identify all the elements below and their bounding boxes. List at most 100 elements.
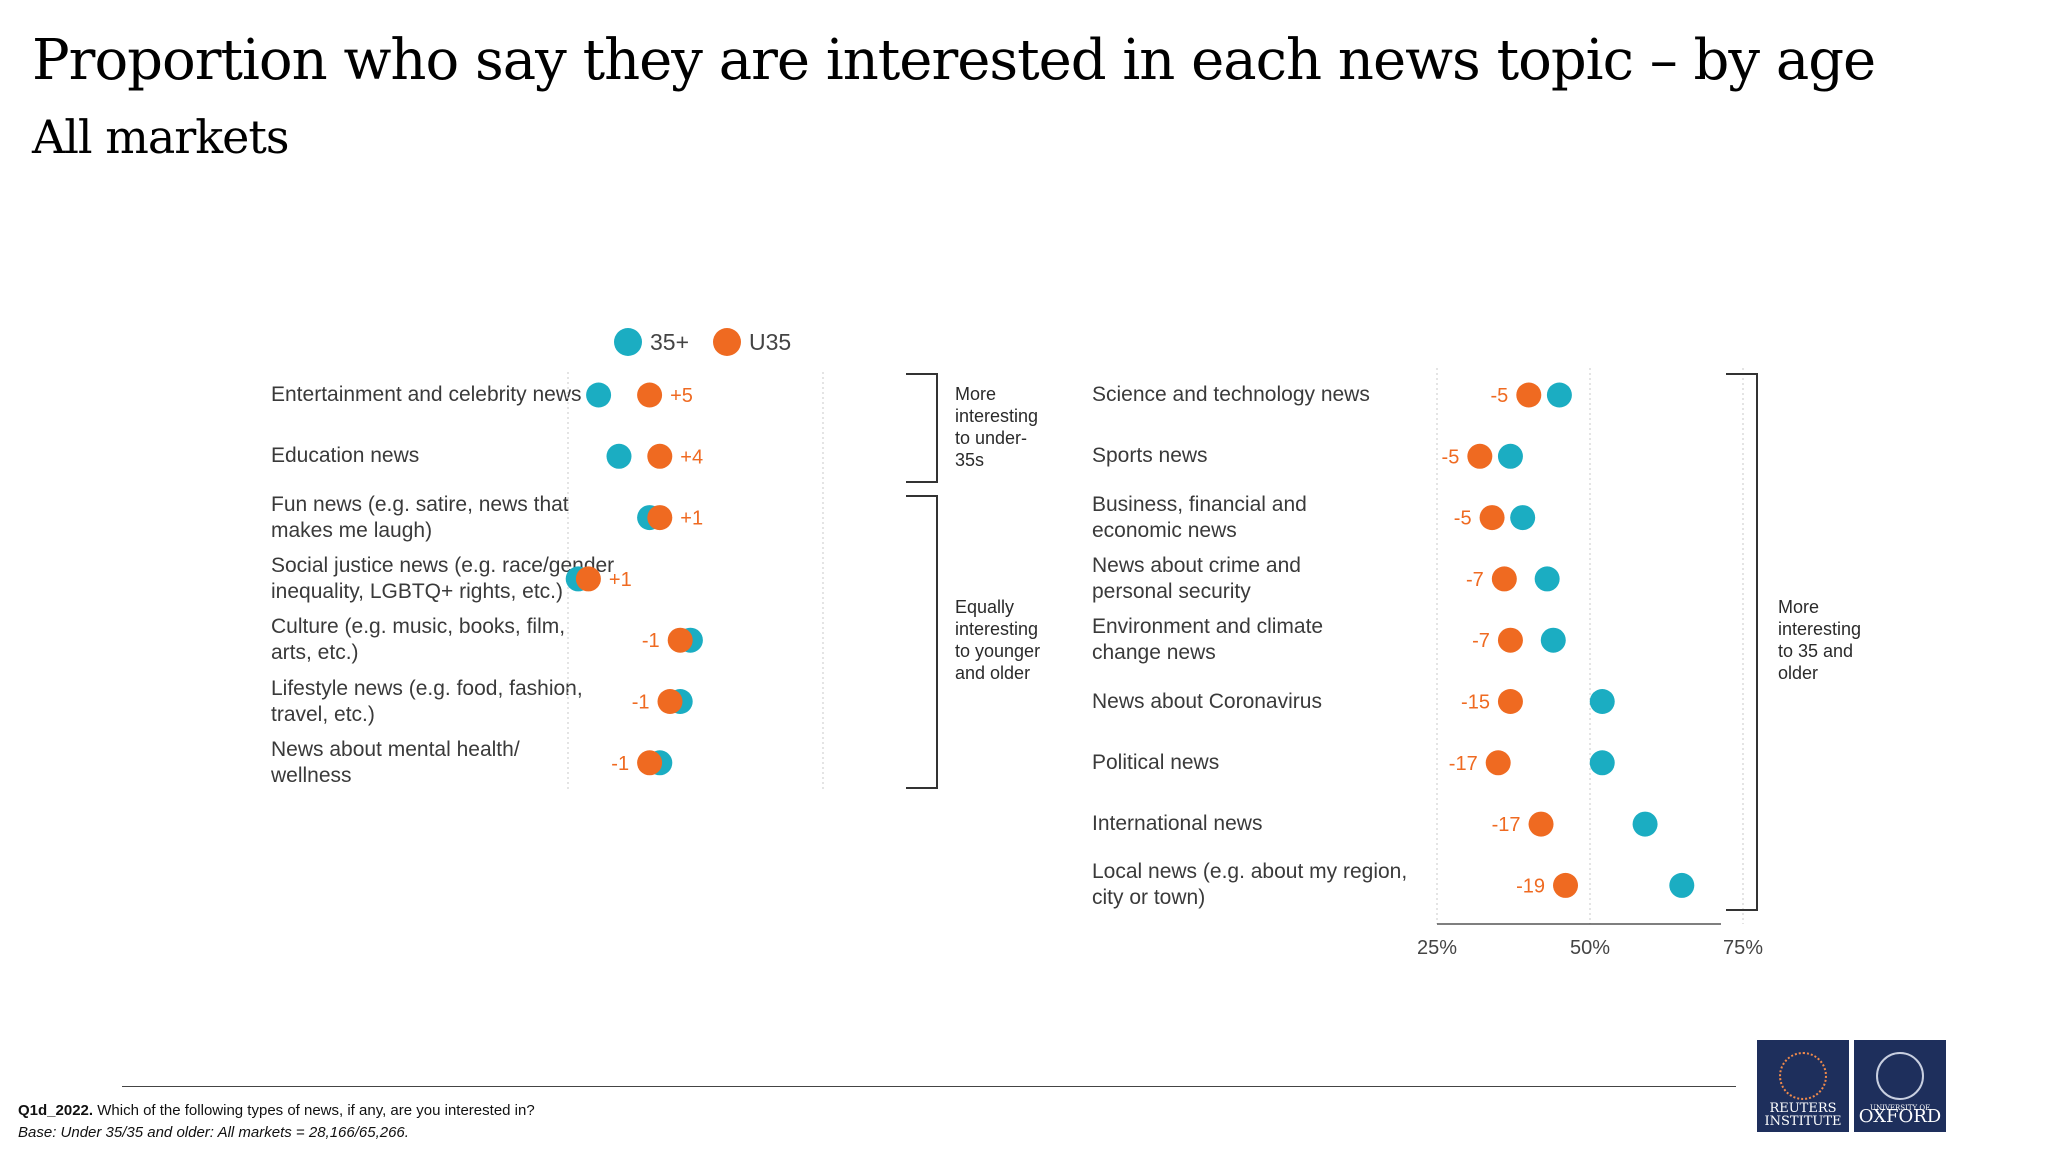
diff-label-r-4: -7 [1472, 630, 1490, 652]
category-label-line: Education news [271, 444, 420, 468]
footer-base: Base: Under 35/35 and older: All markets… [18, 1124, 409, 1141]
category-label-line: wellness [271, 763, 352, 787]
category-label-line: Science and technology news [1092, 383, 1370, 406]
dot-35plus-r-0 [1546, 382, 1572, 408]
dot-u35-l-1 [647, 443, 673, 469]
category-label-line: economic news [1092, 518, 1237, 542]
dot-u35-r-8 [1553, 872, 1579, 898]
reuters-logo-line1: REUTERS [1769, 1101, 1837, 1116]
dot-u35-r-2 [1479, 505, 1505, 531]
reuters-logo-line2: INSTITUTE [1764, 1114, 1842, 1129]
dot-u35-r-1 [1467, 443, 1493, 469]
category-label-r-0: Science and technology news [1092, 382, 1432, 408]
category-label-line: International news [1092, 812, 1263, 836]
diff-label-r-3: -7 [1466, 569, 1484, 591]
category-label-l-6: News about mental health/wellness [271, 737, 611, 789]
category-label-r-2: Business, financial and economic news [1092, 492, 1432, 544]
category-label-l-2: Fun news (e.g. satire, news that makes me… [271, 492, 611, 544]
category-label-l-0: Entertainment and celebrity news [271, 382, 611, 408]
legend-dot-35plus [614, 328, 642, 356]
legend-item-35plus: 35+ [614, 328, 689, 356]
category-label-r-3: News about crime and personal security [1092, 553, 1432, 605]
dot-35plus-r-1 [1497, 443, 1523, 469]
dot-u35-r-3 [1491, 566, 1517, 592]
reuters-crest-icon [1779, 1052, 1827, 1100]
category-label-line: personal security [1092, 579, 1251, 603]
category-label-r-8: Local news (e.g. about my region, city or… [1092, 859, 1432, 911]
dot-35plus-l-6 [647, 750, 673, 776]
category-label-line: Political news [1092, 750, 1220, 774]
dot-35plus-l-4 [677, 627, 703, 653]
category-label-line: News about Coronavirus [1092, 689, 1322, 713]
diff-label-r-8: -19 [1516, 875, 1545, 897]
dot-35plus-l-5 [667, 689, 693, 714]
legend-label-35plus: 35+ [650, 328, 690, 355]
bracket-left-bottom [906, 495, 938, 789]
x-tick-label-1: 50% [1570, 937, 1610, 959]
legend-dot-u35 [713, 328, 742, 356]
oxford-crest-icon [1876, 1052, 1924, 1100]
oxford-logo-line2: OXFORD [1858, 1106, 1942, 1127]
dot-35plus-r-7 [1632, 811, 1658, 837]
page-title: Proportion who say they are interested i… [32, 28, 1876, 93]
dot-u35-r-5 [1497, 689, 1523, 714]
category-label-line: Environment and climate [1092, 615, 1324, 639]
diff-label-l-4: -1 [642, 630, 660, 652]
category-label-line: travel, etc.) [271, 702, 375, 726]
category-label-line: Lifestyle news (e.g. food, fashion, [271, 676, 583, 700]
dot-35plus-l-2 [637, 505, 663, 531]
diff-label-l-5: -1 [632, 692, 650, 714]
footer-divider [122, 1086, 1736, 1087]
dot-35plus-r-5 [1589, 689, 1615, 714]
diff-label-r-0: -5 [1491, 385, 1509, 407]
bracket-label-equal: Equally interesting to younger and older [955, 597, 1041, 683]
legend-item-u35: U35 [713, 328, 791, 356]
dot-u35-l-6 [637, 750, 663, 776]
category-label-r-5: News about Coronavirus [1092, 689, 1432, 715]
category-label-line: Local news (e.g. about my region, [1092, 860, 1408, 884]
question-code: Q1d_2022. [18, 1102, 94, 1119]
bracket-right [1726, 373, 1758, 911]
oxford-university-logo: UNIVERSITY OF OXFORD [1854, 1040, 1946, 1132]
dot-u35-l-5 [657, 689, 683, 714]
bracket-left-top [906, 373, 938, 483]
category-label-r-7: International news [1092, 811, 1432, 837]
dot-u35-r-4 [1497, 627, 1523, 653]
category-label-line: Entertainment and celebrity news [271, 383, 582, 406]
footer-question: Q1d_2022. Which of the following types o… [18, 1102, 535, 1119]
dot-u35-l-2 [647, 505, 673, 531]
dot-35plus-r-8 [1669, 872, 1695, 898]
diff-label-r-5: -15 [1461, 692, 1490, 714]
diff-label-r-2: -5 [1454, 508, 1472, 530]
category-label-l-1: Education news [271, 443, 611, 469]
category-label-l-5: Lifestyle news (e.g. food, fashion, trave… [271, 676, 611, 728]
bracket-label-35plus: More interesting to 35 and older [1778, 597, 1862, 683]
reuters-institute-logo: REUTERS INSTITUTE [1757, 1040, 1849, 1132]
question-text: Which of the following types of news, if… [93, 1102, 535, 1119]
chart-legend: 35+ U35 [614, 326, 815, 358]
dot-u35-r-7 [1528, 811, 1554, 837]
category-label-line: Sports news [1092, 444, 1208, 468]
x-tick-label-2: 75% [1723, 937, 1763, 959]
dot-35plus-r-4 [1540, 627, 1566, 653]
dot-u35-r-6 [1485, 750, 1511, 776]
legend-label-u35: U35 [749, 328, 792, 355]
category-label-line: makes me laugh) [271, 518, 433, 542]
bracket-label-under35: More interesting to under-35s [955, 384, 1039, 470]
category-label-r-6: Political news [1092, 750, 1432, 776]
category-label-line: change news [1092, 641, 1216, 665]
diff-label-r-1: -5 [1442, 446, 1460, 468]
diff-label-l-2: +1 [680, 508, 703, 530]
dot-35plus-r-2 [1510, 505, 1536, 531]
category-label-r-1: Sports news [1092, 443, 1432, 469]
category-label-line: Fun news (e.g. satire, news that [271, 492, 569, 516]
x-tick-label-0: 25% [1417, 937, 1457, 959]
dot-u35-l-0 [637, 382, 663, 408]
category-label-l-4: Culture (e.g. music, books, film, arts, e… [271, 614, 611, 666]
category-label-line: Business, financial and [1092, 492, 1307, 516]
category-label-line: city or town) [1092, 886, 1206, 910]
dot-u35-l-4 [667, 627, 693, 653]
category-label-line: inequality, LGBTQ+ rights, etc.) [271, 579, 563, 603]
page-subtitle: All markets [32, 110, 289, 164]
diff-label-l-0: +5 [670, 385, 693, 407]
